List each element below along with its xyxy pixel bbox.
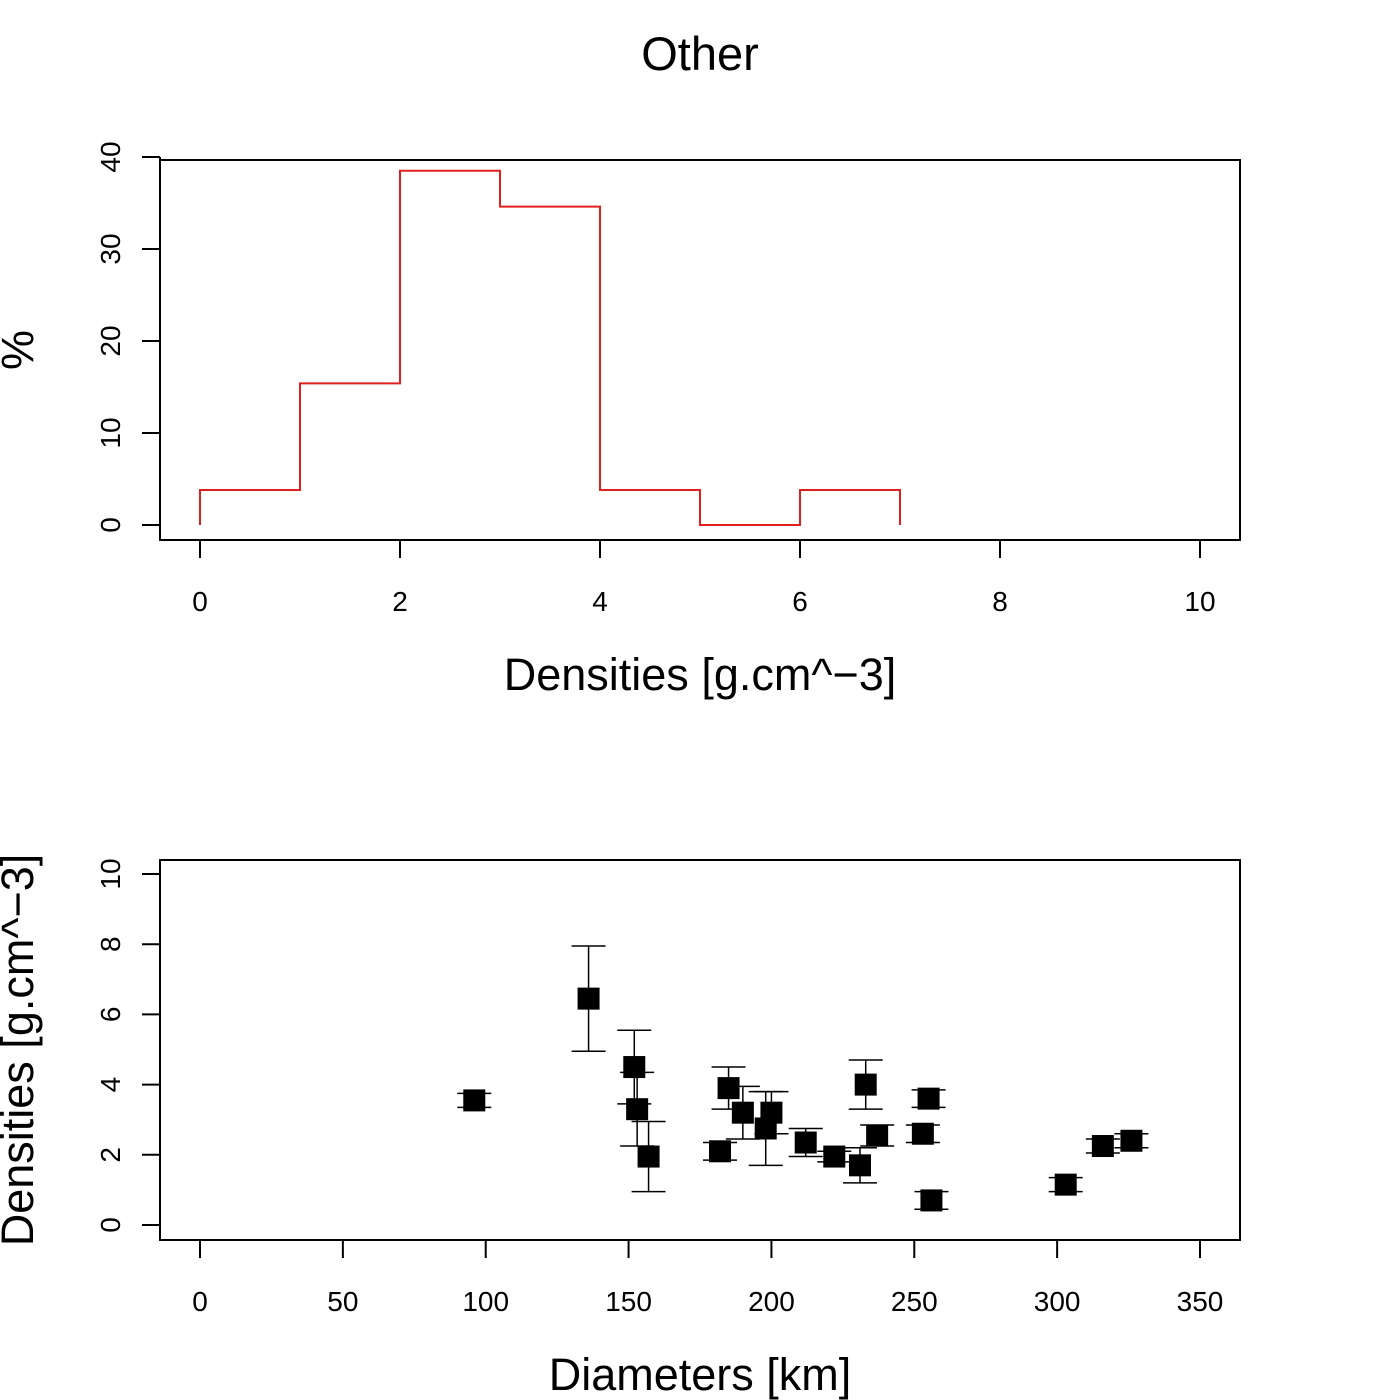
histogram-y-tick-label: 10 [95, 417, 126, 448]
data-point [1048, 1173, 1083, 1196]
data-point [817, 1145, 852, 1168]
histogram-x-tick-label: 2 [392, 586, 408, 617]
histogram-x-tick-label: 4 [592, 586, 608, 617]
data-point [631, 1120, 666, 1193]
scatter-x-tick-label: 300 [1034, 1286, 1081, 1317]
scatter-y-tick-label: 0 [95, 1217, 126, 1233]
square-marker [854, 1073, 877, 1096]
scatter-x-axis: 0 50 100 150 200 250 300 350 [192, 1239, 1224, 1317]
scatter-x-tick-label: 250 [891, 1286, 938, 1317]
data-point [788, 1127, 823, 1158]
histogram-panel: 0 2 4 6 8 10 0 10 20 30 40 Densities [g.cm^−3] % [0, 141, 1241, 700]
scatter-panel: 0 50 100 150 200 250 300 350 0 2 4 6 8 10 Diameters … [0, 854, 1241, 1400]
histogram-plot-frame [159, 159, 1241, 541]
data-point [905, 1122, 940, 1145]
data-point [725, 1085, 760, 1140]
figure-title: Other [641, 27, 759, 80]
data-point [703, 1140, 737, 1163]
scatter-y-tick-label: 2 [95, 1147, 126, 1163]
square-marker [637, 1145, 660, 1168]
scatter-x-tick-label: 0 [192, 1286, 208, 1317]
data-point [843, 1147, 877, 1184]
data-point [848, 1059, 883, 1110]
histogram-x-tick-label: 8 [992, 586, 1008, 617]
square-marker [1054, 1173, 1077, 1196]
square-marker [1120, 1129, 1143, 1152]
square-marker [911, 1122, 934, 1145]
scatter-y-tick-label: 4 [95, 1077, 126, 1093]
histogram-y-tick-label: 20 [95, 325, 126, 356]
data-point [457, 1089, 492, 1112]
square-marker [731, 1101, 754, 1124]
scatter-y-tick-label: 8 [95, 936, 126, 952]
histogram-x-tick-label: 10 [1184, 586, 1215, 617]
scatter-x-tick-label: 50 [327, 1286, 358, 1317]
data-point [911, 1087, 946, 1110]
square-marker [626, 1098, 649, 1121]
square-marker [1091, 1135, 1114, 1158]
histogram-y-label: % [0, 330, 43, 370]
square-marker [823, 1145, 846, 1168]
square-marker [577, 987, 600, 1010]
scatter-points [457, 945, 1149, 1212]
scatter-y-label: Densities [g.cm^−3] [0, 854, 43, 1247]
square-marker [794, 1131, 817, 1154]
histogram-y-tick-label: 40 [95, 141, 126, 172]
data-point [1085, 1135, 1120, 1158]
square-marker [717, 1077, 740, 1100]
square-marker [760, 1101, 783, 1124]
square-marker [463, 1089, 486, 1112]
scatter-x-tick-label: 350 [1177, 1286, 1224, 1317]
square-marker [849, 1154, 871, 1177]
data-point [754, 1090, 789, 1135]
scatter-y-tick-label: 6 [95, 1007, 126, 1023]
scatter-y-tick-label: 10 [95, 858, 126, 889]
scatter-x-tick-label: 200 [748, 1286, 795, 1317]
histogram-y-tick-label: 0 [95, 517, 126, 533]
histogram-y-axis: 0 10 20 30 40 [95, 141, 161, 533]
scatter-plot-frame [159, 859, 1241, 1241]
data-point [711, 1066, 746, 1110]
histogram-y-tick-label: 30 [95, 233, 126, 264]
data-point [1114, 1129, 1149, 1152]
scatter-x-tick-label: 100 [462, 1286, 509, 1317]
data-point [914, 1189, 949, 1212]
square-marker [866, 1124, 889, 1147]
scatter-x-tick-label: 150 [605, 1286, 652, 1317]
scatter-y-axis: 0 2 4 6 8 10 [95, 858, 161, 1233]
histogram-x-axis: 0 2 4 6 8 10 [192, 539, 1216, 617]
square-marker [917, 1087, 940, 1110]
square-marker [623, 1056, 646, 1079]
data-point [617, 1029, 652, 1105]
histogram-x-label: Densities [g.cm^−3] [504, 649, 897, 700]
scatter-x-label: Diameters [km] [549, 1349, 852, 1400]
histogram-step-line [199, 169, 901, 526]
data-point [571, 945, 606, 1053]
square-marker [920, 1189, 943, 1212]
data-point [860, 1124, 895, 1147]
square-marker [709, 1140, 731, 1163]
histogram-x-tick-label: 6 [792, 586, 808, 617]
histogram-x-tick-label: 0 [192, 586, 208, 617]
